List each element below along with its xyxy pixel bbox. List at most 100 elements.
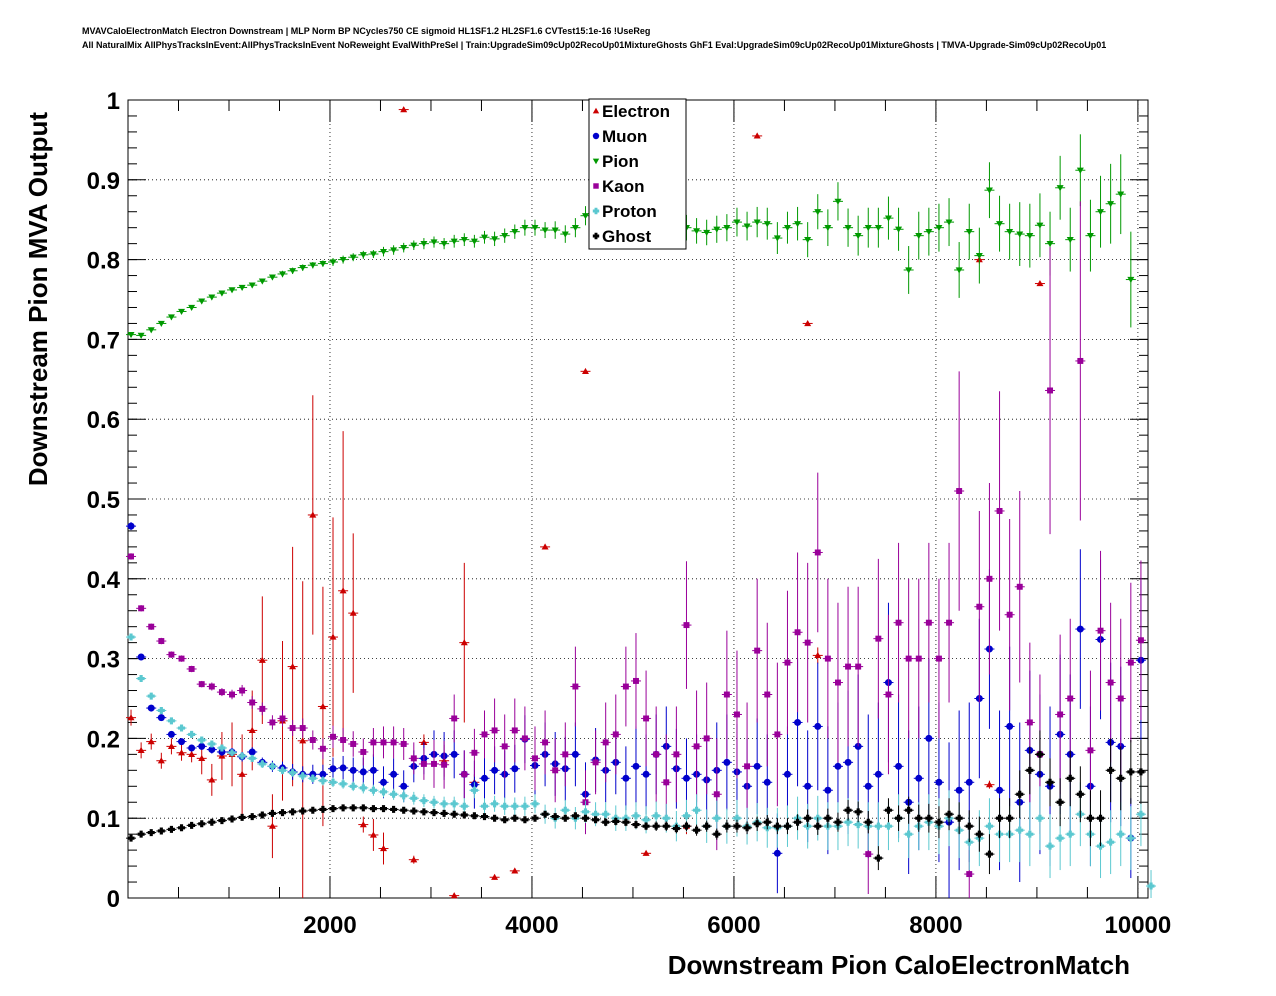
ghost-point (541, 810, 549, 818)
proton-point (349, 782, 357, 790)
kaon-point (925, 619, 932, 626)
pion-point (238, 284, 246, 292)
electron-point (167, 742, 175, 750)
pion-point (713, 226, 721, 233)
header-line-2: All NaturalMix AllPhysTracksInEvent:AllP… (82, 40, 1107, 50)
muon-point (763, 778, 771, 786)
ghost-point (329, 805, 337, 813)
muon-point (834, 762, 842, 770)
pion-point (1046, 241, 1054, 248)
proton-point (279, 766, 287, 774)
electron-point (309, 511, 317, 518)
ghost-point (794, 818, 802, 826)
pion-point (1097, 209, 1105, 216)
ghost-point (137, 830, 145, 838)
pion-point (268, 274, 276, 281)
muon-point (642, 770, 650, 778)
muon-point (844, 758, 852, 766)
legend: Electron Muon Pion Kaon Proton Ghost (588, 98, 687, 250)
electron-point (642, 849, 650, 856)
electron-point (985, 781, 993, 788)
pion-point (460, 237, 468, 244)
legend-label-pion: Pion (602, 152, 639, 171)
kaon-point (562, 751, 569, 758)
electron-point (238, 770, 246, 777)
ghost-point (602, 818, 610, 826)
legend-label-electron: Electron (602, 102, 670, 121)
kaon-point (774, 731, 781, 738)
ghost-point (652, 822, 660, 830)
ghost-point (1097, 814, 1105, 822)
pion-point (218, 290, 226, 297)
pion-point (581, 213, 589, 220)
pion-point (571, 225, 579, 232)
pion-point (127, 331, 135, 339)
muon-point (1076, 625, 1084, 633)
proton-point (329, 778, 337, 786)
ghost-point (723, 822, 731, 830)
proton-point (1137, 810, 1145, 818)
muon-point (511, 765, 519, 773)
kaon-point (239, 687, 246, 694)
muon-point (814, 722, 822, 730)
muon-point (339, 764, 347, 772)
ghost-point (178, 824, 186, 832)
kaon-point (905, 655, 912, 662)
kaon-point (350, 741, 357, 747)
y-tick-label: 0.9 (87, 168, 120, 195)
pion-point (965, 229, 973, 236)
kaon-point (733, 711, 740, 718)
proton-point (198, 736, 206, 744)
pion-point (1117, 191, 1125, 198)
electron-point (491, 873, 499, 880)
electron-point (400, 106, 408, 113)
kaon-point (1137, 637, 1144, 644)
kaon-point (986, 575, 993, 582)
proton-point (874, 822, 882, 830)
kaon-point (198, 681, 205, 688)
kaon-point (441, 761, 448, 768)
proton-point (289, 769, 297, 777)
kaon-point (148, 623, 155, 630)
ghost-point (804, 814, 812, 822)
ghost-point (147, 829, 155, 837)
y-tick-label: 0.1 (87, 806, 120, 833)
kaon-point (865, 851, 872, 858)
proton-point (662, 814, 670, 822)
pion-point (804, 237, 812, 244)
kaon-point (814, 549, 821, 556)
proton-point (450, 800, 458, 808)
pion-point (895, 226, 903, 233)
y-tick-label: 0.6 (87, 407, 120, 434)
pion-point (1016, 231, 1024, 238)
ghost-point (470, 812, 478, 820)
ghost-point (1066, 774, 1074, 782)
pion-point (400, 245, 408, 252)
kaon-point (754, 647, 761, 654)
proton-point (1036, 814, 1044, 822)
pion-point (339, 256, 347, 264)
kaon-point (138, 605, 145, 612)
x-tick-label: 4000 (505, 912, 558, 939)
pion-point (915, 233, 923, 240)
proton-point (905, 830, 913, 838)
electron-point (329, 633, 337, 640)
ghost-point (480, 813, 488, 821)
proton-point (1127, 834, 1135, 842)
muon-point (895, 762, 903, 770)
ghost-point (955, 814, 963, 822)
pion-point (501, 233, 509, 240)
legend-marker-proton (592, 207, 600, 215)
kaon-point (1117, 695, 1124, 702)
ghost-point (218, 817, 226, 825)
legend-marker-pion (592, 158, 600, 165)
electron-point (460, 639, 468, 646)
pion-point (420, 241, 428, 248)
ghost-point (642, 822, 650, 830)
ghost-point (935, 818, 943, 826)
electron-point (198, 754, 206, 761)
kaon-point (956, 488, 963, 494)
ghost-point (309, 806, 317, 814)
proton-point (713, 814, 721, 822)
kaon-point (390, 739, 397, 746)
